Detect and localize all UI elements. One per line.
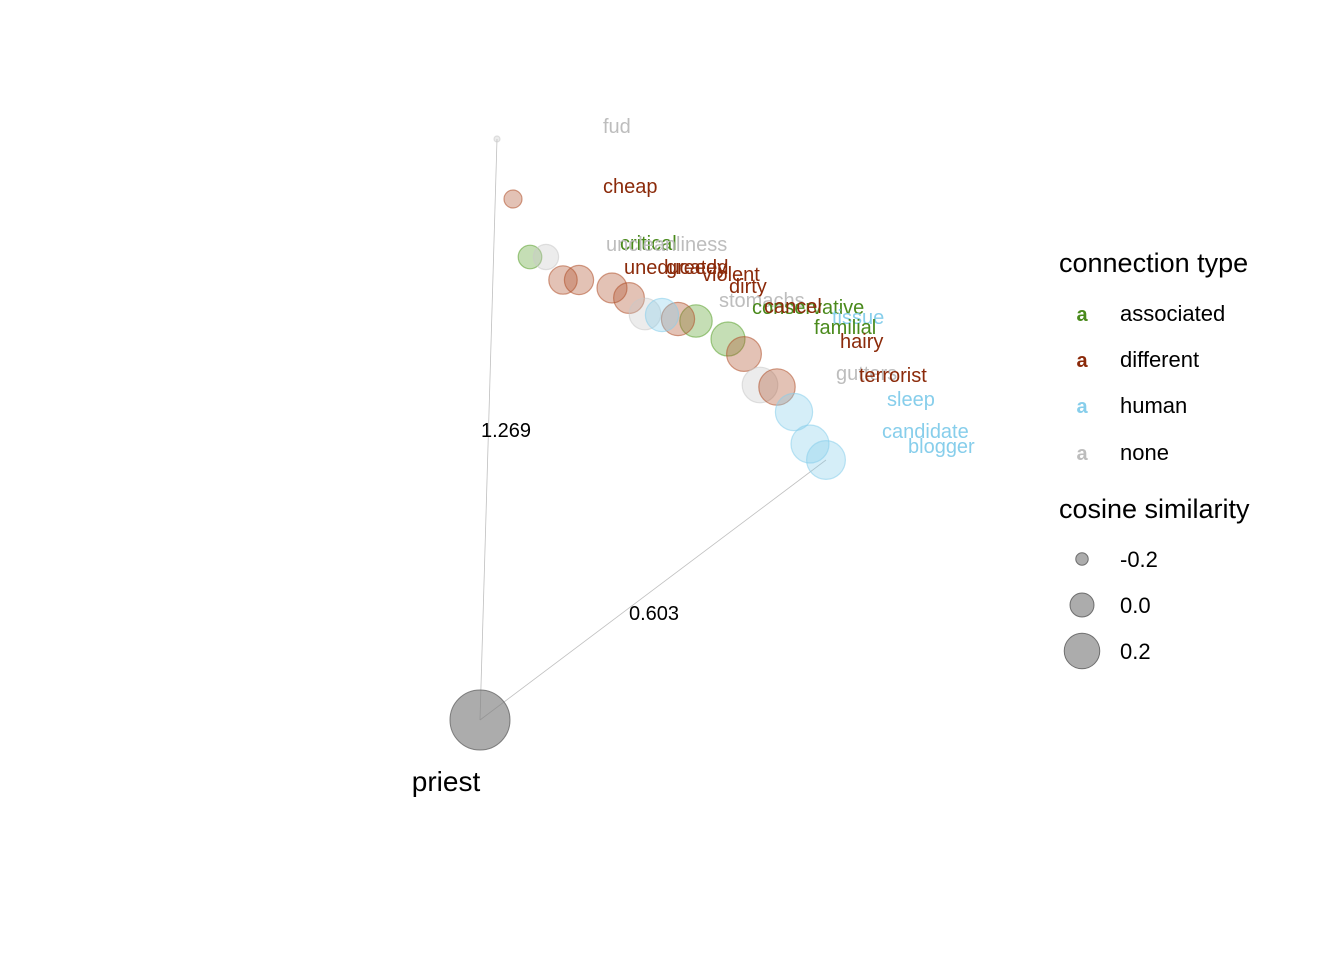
legend-key-different: a [1076, 350, 1088, 372]
point-label-critical: critical [620, 233, 677, 255]
point-label-dirty: dirty [729, 276, 767, 298]
point-marker-familial [710, 321, 746, 357]
point-marker-uncleanliness [532, 243, 560, 271]
point-label-candidate: candidate [882, 421, 969, 443]
distance-label-blogger: 0.603 [629, 603, 679, 625]
point-marker-greedy [563, 264, 595, 296]
point-marker-tissue [644, 297, 680, 333]
point-label-fud: fud [603, 116, 631, 138]
connector-lines [479, 138, 827, 721]
legend-title-cosine-similarity: cosine similarity [1059, 494, 1250, 524]
point-markers [449, 135, 846, 751]
connector-line-fud [479, 138, 498, 721]
legend-label-none: none [1120, 440, 1169, 465]
legend-key-associated: a [1076, 304, 1088, 326]
point-marker-violent [596, 272, 628, 304]
point-marker-gutters [741, 366, 779, 404]
legend: connection type a associated a different a hum… [1059, 248, 1250, 670]
legend-label-different: different [1120, 347, 1199, 372]
legend-size-label-0-2: 0.2 [1120, 639, 1151, 664]
point-labels: 1.269 0.603 priest fud cheap criticaluncleanl… [412, 116, 975, 797]
point-marker-conservative [679, 304, 713, 338]
origin-label: priest [412, 766, 481, 797]
legend-size-marker-0-0 [1069, 592, 1095, 618]
point-marker-hairy [725, 336, 762, 373]
point-marker-sleep [774, 392, 814, 432]
point-label-stomachs: stomachs [719, 290, 805, 312]
point-label-tissue: tissue [832, 307, 884, 329]
point-marker-fud [493, 135, 501, 143]
point-marker-blogger [805, 440, 846, 481]
connector-line-blogger [479, 459, 827, 721]
point-label-sleep: sleep [887, 389, 935, 411]
point-label-familial: familial [814, 317, 876, 339]
legend-key-none: a [1076, 443, 1088, 465]
point-marker-uneducated [548, 265, 578, 295]
point-label-blogger: blogger [908, 436, 975, 458]
legend-size-marker-0-2 [1063, 632, 1101, 670]
point-label-conservative: conservative [752, 297, 864, 319]
point-label-hairy: hairy [840, 331, 883, 353]
legend-label-human: human [1120, 393, 1187, 418]
legend-size-label-0-2: -0.2 [1120, 547, 1158, 572]
point-label-cheap: cheap [603, 176, 658, 198]
point-label-terrorist: terrorist [859, 365, 927, 387]
legend-size-marker-0-2 [1075, 552, 1089, 566]
point-marker-candidate [790, 424, 830, 464]
point-label-uneducated: uneducated [624, 257, 729, 279]
point-marker-critical [517, 244, 543, 270]
point-label-uncleanliness: uncleanliness [606, 234, 727, 256]
point-label-greedy: greedy [666, 257, 727, 279]
legend-size-label-0-0: 0.0 [1120, 593, 1151, 618]
point-marker-cheap [503, 189, 523, 209]
distance-label-fud: 1.269 [481, 420, 531, 442]
point-label-gutters: gutters [836, 363, 897, 385]
point-label-violent: violent [702, 264, 760, 286]
legend-title-connection-type: connection type [1059, 248, 1248, 278]
origin-marker [449, 689, 511, 751]
legend-key-human: a [1076, 396, 1088, 418]
legend-label-associated: associated [1120, 301, 1225, 326]
point-label-cancel: cancel [764, 296, 822, 318]
